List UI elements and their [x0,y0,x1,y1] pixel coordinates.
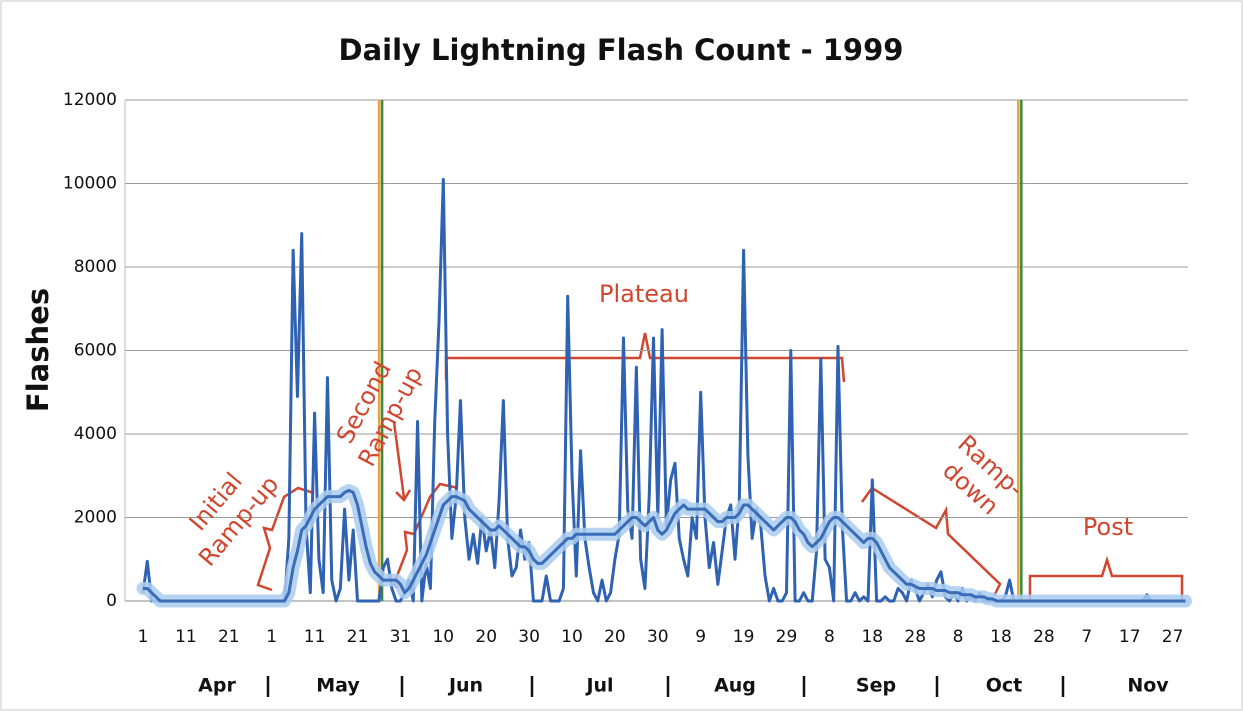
month-label: Jul [584,675,613,697]
annotation: Plateau [599,280,689,308]
y-tick-label: 2000 [74,508,117,528]
bracket [256,486,315,592]
x-tick-label: 10 [561,627,583,647]
annotation-text: Post [1083,513,1133,541]
x-tick-label: 21 [347,627,369,647]
x-tick-label: 10 [432,627,454,647]
x-tick-label: 18 [990,627,1012,647]
y-tick-label: 0 [106,591,117,611]
x-tick-label: 18 [861,627,883,647]
x-tick-label: 17 [1119,627,1141,647]
month-label: Nov [1127,675,1169,697]
series-line [143,488,1186,603]
annotation: Post [1083,513,1133,541]
x-tick-label: 1 [138,627,149,647]
annotation-text: Plateau [599,280,689,308]
x-tick-label: 27 [1162,627,1184,647]
y-tick-label: 6000 [74,341,117,361]
y-tick-label: 10000 [63,174,117,194]
x-tick-label: 21 [218,627,240,647]
x-tick-label: 30 [518,627,540,647]
y-tick-label: 8000 [74,257,117,277]
x-tick-label: 11 [175,627,197,647]
x-tick-label: 28 [904,627,926,647]
x-tick-label: 9 [695,627,706,647]
x-tick-label: 20 [475,627,497,647]
month-label: Jun [447,675,483,697]
month-label: May [316,675,360,697]
x-tick-label: 8 [953,627,964,647]
x-tick-label: 30 [647,627,669,647]
month-label: Apr [198,675,236,697]
month-label: Aug [714,675,756,697]
y-tick-label: 12000 [63,90,117,110]
x-tick-label: 7 [1081,627,1092,647]
x-tick-label: 20 [604,627,626,647]
chart-title: Daily Lightning Flash Count - 1999 [339,33,904,67]
series-line [141,177,1186,603]
x-tick-label: 1 [266,627,277,647]
bracket [1028,555,1184,600]
y-tick-label: 4000 [74,424,117,444]
x-tick-label: 19 [733,627,755,647]
x-tick-label: 11 [304,627,326,647]
arrow [392,421,412,503]
month-label: Sep [856,675,896,697]
x-tick-label: 31 [390,627,412,647]
y-axis-label: Flashes [21,288,55,412]
x-tick-label: 29 [776,627,798,647]
month-label: Oct [986,675,1023,697]
x-tick-label: 28 [1033,627,1055,647]
x-tick-label: 8 [824,627,835,647]
